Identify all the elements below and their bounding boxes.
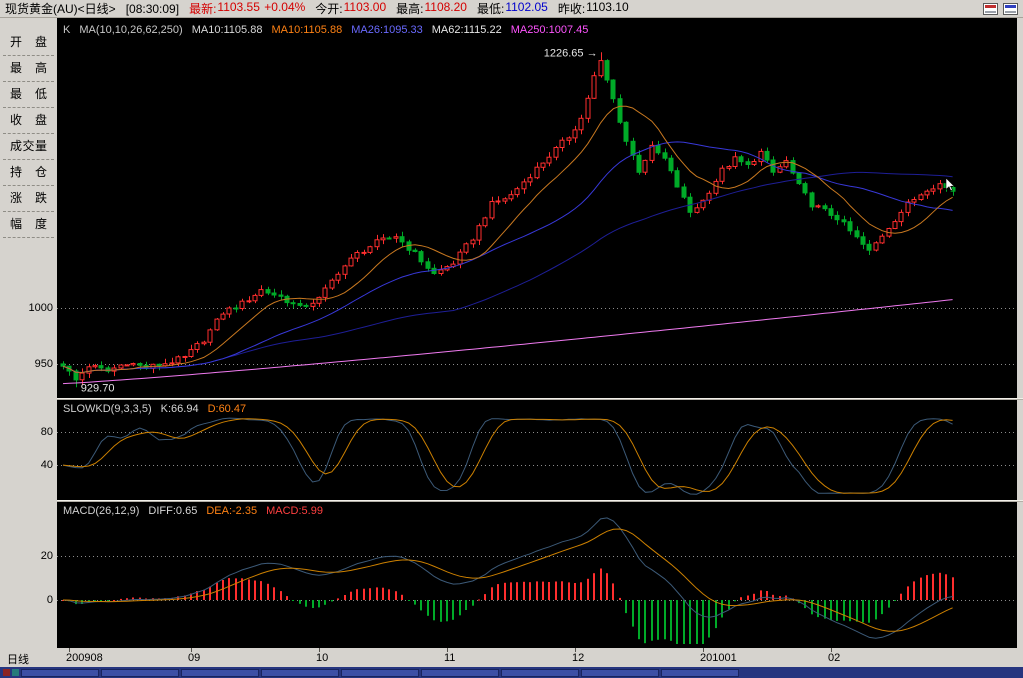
- peak-price-annotation: 1226.65 →: [544, 47, 598, 59]
- macd-chart-canvas[interactable]: [57, 502, 1015, 648]
- macd-panel: MACD(26,12,9) DIFF:0.65 DEA:-2.35 MACD:5.99: [57, 502, 1017, 648]
- x-axis-label: 11: [444, 652, 456, 664]
- panel-divider: [57, 398, 1023, 400]
- quote-latest: 最新: 1103.55 +0.04%: [189, 0, 306, 16]
- macd-histogram: [62, 568, 954, 644]
- x-axis-label: 12: [572, 652, 585, 664]
- quote-values: 最新: 1103.55 +0.04% 今开: 1103.00 最高: 1108.20 最低:…: [189, 0, 629, 17]
- main-chart-panel: 1226.65 → 929.70 K MA(10,10,26,62,250) MA10…: [57, 18, 1017, 398]
- sidebar-button-volume[interactable]: 成交量: [3, 134, 54, 160]
- x-axis-label: 200908: [66, 652, 103, 664]
- taskbar-button[interactable]: [181, 668, 259, 677]
- slowkd-chart-canvas[interactable]: [57, 400, 1015, 500]
- x-axis-label: 09: [188, 652, 201, 664]
- quote-time: [08:30:09]: [125, 1, 180, 16]
- x-axis-tick: [831, 648, 832, 652]
- taskbar-button[interactable]: [261, 668, 339, 677]
- taskbar-button[interactable]: [661, 668, 739, 677]
- chart-workspace: 开盘 最高 最低 收盘 成交量 持仓 涨跌 幅度 1000 950 80 40 20 0 日线 1226…: [0, 18, 1023, 667]
- taskbar-button[interactable]: [21, 668, 99, 677]
- bottom-taskbar: [0, 667, 1023, 678]
- x-axis-tick: [575, 648, 576, 652]
- x-axis-tick: [703, 648, 704, 652]
- statusbar-chip: [12, 669, 19, 676]
- sidebar-button-position[interactable]: 持仓: [3, 160, 54, 186]
- x-axis-tick: [69, 648, 70, 652]
- quote-open: 今开: 1103.00: [315, 0, 387, 16]
- sidebar-button-high[interactable]: 最高: [3, 56, 54, 82]
- taskbar-button[interactable]: [101, 668, 179, 677]
- moving-average-lines: [62, 105, 953, 385]
- x-axis-tick: [191, 648, 192, 652]
- left-gutter: 开盘 最高 最低 收盘 成交量 持仓 涨跌 幅度 1000 950 80 40 20 0 日线: [0, 18, 57, 667]
- chart-panels: 1226.65 → 929.70 K MA(10,10,26,62,250) MA10…: [57, 18, 1023, 667]
- taskbar-button[interactable]: [581, 668, 659, 677]
- y-axis-label: 1000: [28, 302, 53, 314]
- topbar-icons: [983, 2, 1018, 15]
- taskbar-button[interactable]: [421, 668, 499, 677]
- candlestick-view-icon[interactable]: [983, 2, 998, 15]
- panel-divider: [57, 500, 1023, 502]
- sidebar-button-close[interactable]: 收盘: [3, 108, 54, 134]
- y-axis-label: 80: [40, 426, 53, 438]
- x-axis-tick: [447, 648, 448, 652]
- x-axis-label: 02: [828, 652, 841, 664]
- field-button-column: 开盘 最高 最低 收盘 成交量 持仓 涨跌 幅度: [0, 18, 57, 238]
- grid-view-icon[interactable]: [1003, 2, 1018, 15]
- y-axis-label: 950: [34, 358, 53, 370]
- price-chart-canvas[interactable]: 1226.65 → 929.70: [57, 18, 1015, 398]
- sidebar-button-low[interactable]: 最低: [3, 82, 54, 108]
- slowkd-panel: SLOWKD(9,3,3,5) K:66.94 D:60.47: [57, 400, 1017, 500]
- sidebar-button-change[interactable]: 涨跌: [3, 186, 54, 212]
- taskbar-button[interactable]: [501, 668, 579, 677]
- x-axis-label: 201001: [700, 652, 737, 664]
- y-axis-label: 0: [46, 594, 53, 606]
- period-label: 日线: [7, 654, 29, 666]
- y-axis-label: 20: [40, 550, 53, 562]
- sidebar-button-range[interactable]: 幅度: [3, 212, 54, 238]
- x-axis-tick: [319, 648, 320, 652]
- sidebar-button-open[interactable]: 开盘: [3, 30, 54, 56]
- x-axis-label: 10: [316, 652, 329, 664]
- quote-low: 最低: 1102.05: [476, 0, 548, 16]
- quote-high: 最高: 1108.20: [396, 0, 467, 16]
- statusbar-chip: [3, 669, 10, 676]
- instrument-title: 现货黄金(AU)<日线>: [5, 2, 116, 16]
- time-axis: 200908 09 10 11 12 201001 02: [57, 648, 1023, 667]
- taskbar-button[interactable]: [341, 668, 419, 677]
- low-price-annotation: 929.70: [81, 382, 115, 394]
- candlestick-series: [60, 52, 956, 388]
- y-axis-label: 40: [40, 459, 53, 471]
- quote-header-bar: 现货黄金(AU)<日线> [08:30:09] 最新: 1103.55 +0.04…: [0, 0, 1023, 18]
- mouse-cursor: [945, 177, 955, 192]
- quote-prev-close: 昨收: 1103.10: [557, 0, 629, 16]
